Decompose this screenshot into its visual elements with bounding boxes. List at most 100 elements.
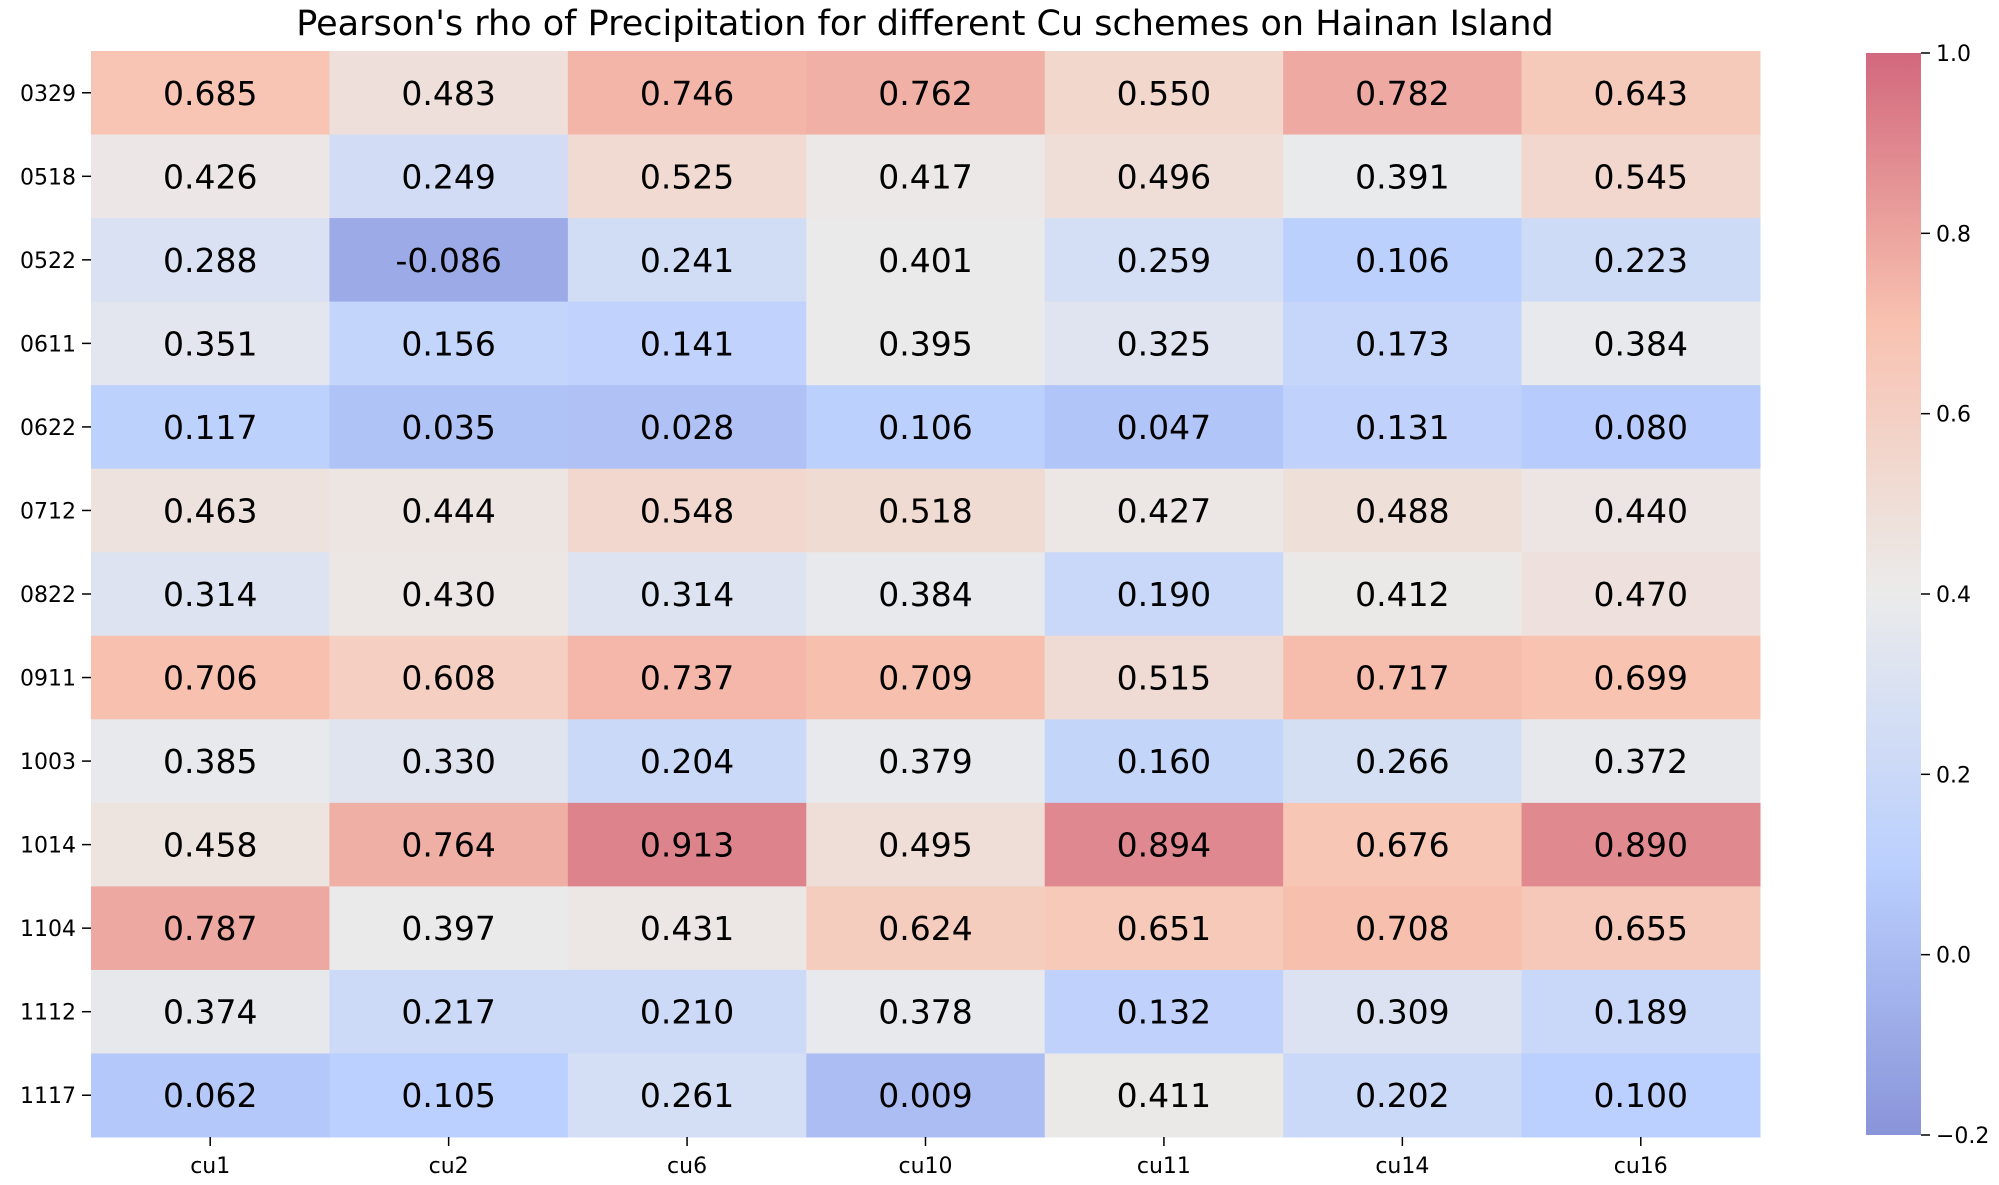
cell-value-label: 0.417 <box>878 157 972 196</box>
cell-value-label: 0.764 <box>401 826 495 865</box>
heatmap-cells <box>91 51 1761 1138</box>
cell-value-label: 0.470 <box>1594 575 1688 614</box>
heatmap-cell <box>1283 51 1523 136</box>
heatmap-cell <box>806 552 1046 637</box>
cell-value-label: 0.384 <box>1594 324 1688 363</box>
cell-value-label: 0.204 <box>640 742 734 781</box>
cell-value-label: 0.717 <box>1355 659 1449 698</box>
heatmap-cell <box>329 218 569 303</box>
cell-value-label: 0.035 <box>401 408 495 447</box>
cell-value-label: 0.009 <box>878 1076 972 1115</box>
heatmap-cell <box>329 385 569 470</box>
cell-value-label: 0.106 <box>1355 241 1449 280</box>
cell-value-label: 0.737 <box>640 659 734 698</box>
colorbar-tick-label: −0.2 <box>1936 1124 1989 1149</box>
heatmap-cell <box>329 51 569 136</box>
heatmap-cell <box>1521 468 1761 553</box>
cell-value-label: 0.676 <box>1355 826 1449 865</box>
heatmap-cell <box>567 802 807 887</box>
cell-value-label: 0.655 <box>1594 909 1688 948</box>
heatmap-cell <box>806 134 1046 219</box>
cell-value-label: 0.708 <box>1355 909 1449 948</box>
heatmap-cell <box>329 1053 569 1138</box>
colorbar-tick-label: 0.2 <box>1936 763 1971 788</box>
cell-value-label: 0.378 <box>878 993 972 1032</box>
cell-value-label: 0.210 <box>640 993 734 1032</box>
heatmap-cell <box>1044 552 1284 637</box>
heatmap-cell <box>91 468 330 553</box>
cell-value-label: 0.488 <box>1355 491 1449 530</box>
heatmap-cell <box>567 134 807 219</box>
heatmap-cell <box>567 635 807 720</box>
colorbar-gradient <box>1866 53 1921 1135</box>
cell-value-label: 0.047 <box>1117 408 1211 447</box>
cell-value-label: 0.100 <box>1594 1076 1688 1115</box>
heatmap-cell <box>1044 969 1284 1054</box>
cell-value-label: 0.160 <box>1117 742 1211 781</box>
y-tick-label: 1014 <box>20 834 76 859</box>
heatmap-cell <box>1044 886 1284 971</box>
heatmap-cell <box>1044 635 1284 720</box>
y-tick-label: 0522 <box>20 249 76 274</box>
y-tick-label: 1104 <box>20 917 76 942</box>
cell-value-label: 0.314 <box>163 575 257 614</box>
cell-value-label: 0.401 <box>878 241 972 280</box>
heatmap-cell <box>1044 51 1284 136</box>
cell-value-label: 0.548 <box>640 491 734 530</box>
heatmap-cell <box>91 301 330 386</box>
cell-value-label: 0.525 <box>640 157 734 196</box>
cell-value-label: 0.385 <box>163 742 257 781</box>
cell-value-label: 0.223 <box>1594 241 1688 280</box>
heatmap-cell <box>1283 301 1523 386</box>
heatmap-cell <box>806 385 1046 470</box>
heatmap-cell <box>806 1053 1046 1138</box>
heatmap-cell <box>806 635 1046 720</box>
cell-value-label: 0.330 <box>401 742 495 781</box>
cell-value-label: 0.117 <box>163 408 257 447</box>
heatmap-cell <box>1044 218 1284 303</box>
cell-value-label: 0.372 <box>1594 742 1688 781</box>
heatmap-cell <box>1044 1053 1284 1138</box>
colorbar-tick-label: 1.0 <box>1936 42 1971 67</box>
heatmap-cell <box>91 385 330 470</box>
cell-value-label: 0.288 <box>163 241 257 280</box>
heatmap-cell <box>1521 802 1761 887</box>
cell-value-label: 0.266 <box>1355 742 1449 781</box>
cell-value-label: 0.189 <box>1594 993 1688 1032</box>
heatmap-cell <box>806 51 1046 136</box>
heatmap-cell <box>806 468 1046 553</box>
heatmap-cell <box>1283 552 1523 637</box>
cell-value-label: 0.495 <box>878 826 972 865</box>
cell-value-label: 0.261 <box>640 1076 734 1115</box>
heatmap-cell <box>567 969 807 1054</box>
cell-value-label: 0.141 <box>640 324 734 363</box>
heatmap-cell <box>567 1053 807 1138</box>
cell-value-label: 0.787 <box>163 909 257 948</box>
cell-value-label: 0.384 <box>878 575 972 614</box>
y-tick-label: 0329 <box>20 82 76 107</box>
x-tick-label: cu2 <box>429 1154 469 1179</box>
heatmap-cell <box>91 969 330 1054</box>
heatmap-cell <box>329 635 569 720</box>
heatmap-cell <box>1521 969 1761 1054</box>
heatmap-cell <box>1283 134 1523 219</box>
x-tick-label: cu10 <box>898 1154 952 1179</box>
heatmap-cell <box>1283 218 1523 303</box>
cell-value-label: 0.156 <box>401 324 495 363</box>
heatmap-cell <box>329 719 569 804</box>
heatmap-cell <box>806 886 1046 971</box>
y-tick-label: 0622 <box>20 416 76 441</box>
cell-value-label: 0.440 <box>1594 491 1688 530</box>
heatmap-cell <box>1044 301 1284 386</box>
cell-value-label: 0.643 <box>1594 74 1688 113</box>
cell-value-label: 0.190 <box>1117 575 1211 614</box>
cell-value-label: 0.411 <box>1117 1076 1211 1115</box>
x-axis: cu1 cu2 cu6 cu10 cu11 cu14 cu16 <box>190 1137 1668 1179</box>
y-tick-label: 1117 <box>20 1084 76 1109</box>
heatmap-cell <box>1044 134 1284 219</box>
heatmap-cell <box>567 886 807 971</box>
heatmap-cell <box>329 301 569 386</box>
x-tick-label: cu16 <box>1614 1154 1668 1179</box>
y-axis: 0329 0518 0522 0611 0622 0712 0822 0911 1003 1014… <box>20 82 91 1109</box>
cell-value-label: 0.309 <box>1355 993 1449 1032</box>
